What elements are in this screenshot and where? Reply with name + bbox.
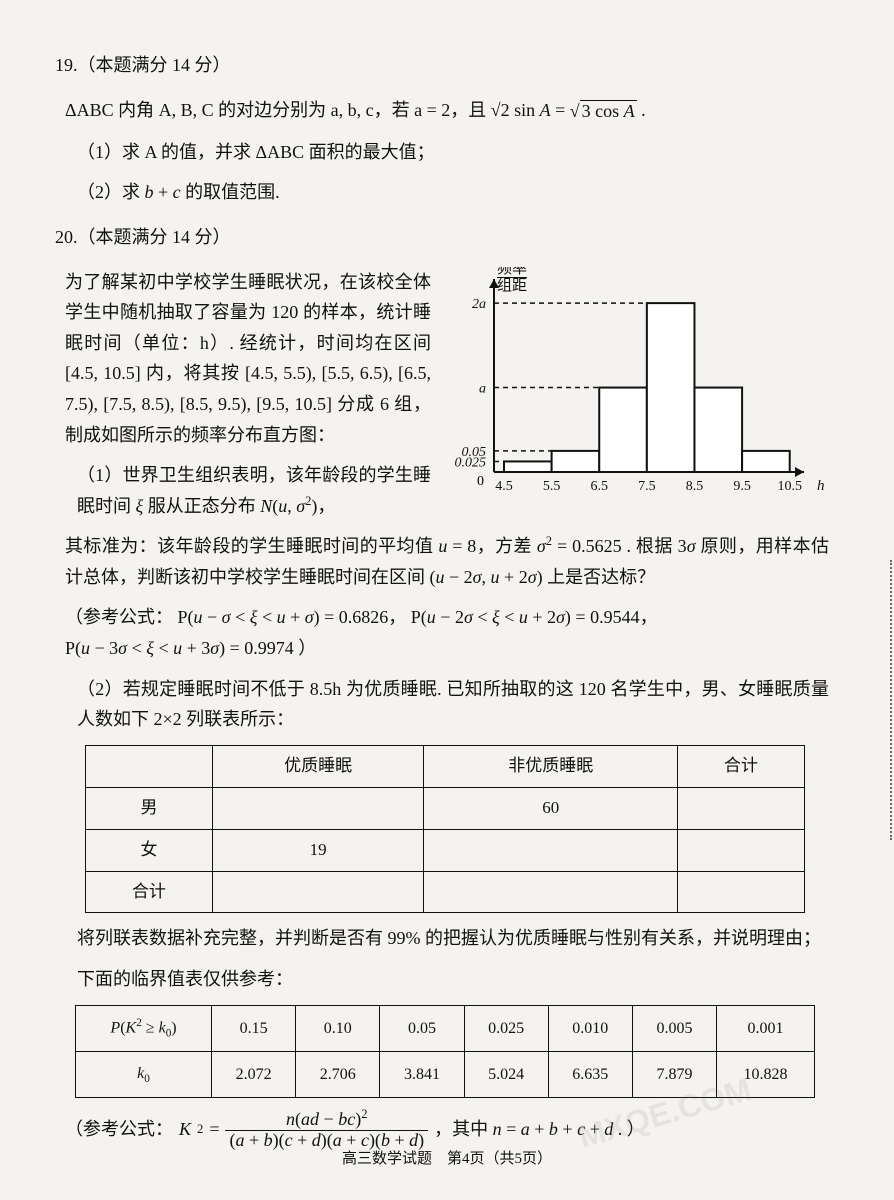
cell: 0.025 <box>464 1005 548 1052</box>
cell: 60 <box>424 787 678 829</box>
cell: 0.15 <box>212 1005 296 1052</box>
cell <box>212 871 423 913</box>
cell: P(K2 ≥ k0) <box>76 1005 212 1052</box>
cell: 合计 <box>678 745 805 787</box>
cell <box>678 787 805 829</box>
cell: 非优质睡眠 <box>424 745 678 787</box>
cell <box>424 871 678 913</box>
cell: 优质睡眠 <box>212 745 423 787</box>
ref-head: （参考公式： <box>65 607 173 627</box>
q19-part1: （1）求 A 的值，并求 ΔABC 面积的最大值； <box>65 137 829 168</box>
cell <box>678 871 805 913</box>
contingency-table: 优质睡眠 非优质睡眠 合计 男 60 女 19 合计 <box>85 745 805 914</box>
table-row: k0 2.072 2.706 3.841 5.024 6.635 7.879 1… <box>76 1052 815 1098</box>
critical-value-table: P(K2 ≥ k0) 0.15 0.10 0.05 0.025 0.010 0.… <box>75 1005 815 1099</box>
cell: 0.10 <box>296 1005 380 1052</box>
cell: 3.841 <box>380 1052 464 1098</box>
table-row: 女 19 <box>86 829 805 871</box>
q19-header: 19.（本题满分 14 分） <box>55 50 829 81</box>
svg-text:6.5: 6.5 <box>590 479 608 494</box>
y-axis-label: 频率 组距 <box>497 267 527 295</box>
y-axis-label-num: 频率 <box>497 267 527 277</box>
svg-text:a: a <box>479 381 486 396</box>
cell: 10.828 <box>717 1052 815 1098</box>
q19-stem-pre: ΔABC 内角 A, B, C 的对边分别为 a, b, c，若 a = 2，且 <box>65 100 491 120</box>
histogram-chart: 频率 组距 0 4.55.56.57.58.59.510.5 h 0.0250.… <box>439 267 829 517</box>
cell: k0 <box>76 1052 212 1098</box>
formula-trail: ，其中 n = a + b + c + d . ） <box>434 1114 645 1145</box>
svg-text:10.5: 10.5 <box>777 479 802 494</box>
page-footer: 高三数学试题 第4页（共5页） <box>0 1147 894 1173</box>
q20-part2a: （2）若规定睡眠时间不低于 8.5h 为优质睡眠. 已知所抽取的这 120 名学… <box>65 674 829 735</box>
cell: 0.001 <box>717 1005 815 1052</box>
q20-top-section: 频率 组距 0 4.55.56.57.58.59.510.5 h 0.0250.… <box>65 267 829 532</box>
q19-stem: ΔABC 内角 A, B, C 的对边分别为 a, b, c，若 a = 2，且… <box>65 95 829 127</box>
side-decoration <box>889 560 892 840</box>
cell: 0.005 <box>632 1005 716 1052</box>
svg-text:h: h <box>817 478 825 494</box>
q20-formula-ref: （参考公式： K2 = n(ad − bc)2 (a + b)(c + d)(a… <box>65 1108 829 1151</box>
cell <box>212 787 423 829</box>
formula-ref-label: （参考公式： <box>65 1114 173 1145</box>
svg-text:9.5: 9.5 <box>733 479 751 494</box>
q19-eq: √2 sin A = √3 cos A <box>491 100 637 120</box>
table-row: P(K2 ≥ k0) 0.15 0.10 0.05 0.025 0.010 0.… <box>76 1005 815 1052</box>
cell: 合计 <box>86 871 213 913</box>
cell: 6.635 <box>548 1052 632 1098</box>
cell: 2.706 <box>296 1052 380 1098</box>
y-axis-label-den: 组距 <box>497 278 527 294</box>
cell: 5.024 <box>464 1052 548 1098</box>
formula-lhs: K <box>179 1114 191 1145</box>
svg-text:0.05: 0.05 <box>462 444 487 459</box>
table-row: 优质睡眠 非优质睡眠 合计 <box>86 745 805 787</box>
cell <box>86 745 213 787</box>
q19-stem-post: . <box>641 100 646 120</box>
cell <box>424 829 678 871</box>
svg-text:0: 0 <box>477 474 484 489</box>
q20-ref-probs: （参考公式： P(u − σ < ξ < u + σ) = 0.6826， P(… <box>65 602 829 663</box>
cell: 7.879 <box>632 1052 716 1098</box>
svg-text:4.5: 4.5 <box>495 479 513 494</box>
svg-text:2a: 2a <box>472 297 486 312</box>
cell: 女 <box>86 829 213 871</box>
svg-text:7.5: 7.5 <box>638 479 656 494</box>
q20-part2c: 下面的临界值表仅供参考： <box>65 964 829 995</box>
q20-part1-cont: 其标准为：该年龄段的学生睡眠时间的平均值 u = 8，方差 σ2 = 0.562… <box>65 531 829 592</box>
cell: 19 <box>212 829 423 871</box>
cell <box>678 829 805 871</box>
table-row: 合计 <box>86 871 805 913</box>
svg-text:8.5: 8.5 <box>686 479 704 494</box>
cell: 男 <box>86 787 213 829</box>
cell: 2.072 <box>212 1052 296 1098</box>
table-row: 男 60 <box>86 787 805 829</box>
q20-header: 20.（本题满分 14 分） <box>55 222 829 253</box>
k2-formula: n(ad − bc)2 (a + b)(c + d)(a + c)(b + d) <box>225 1108 428 1151</box>
svg-text:5.5: 5.5 <box>543 479 561 494</box>
cell: 0.05 <box>380 1005 464 1052</box>
q20-part2b: 将列联表数据补充完整，并判断是否有 99% 的把握认为优质睡眠与性别有关系，并说… <box>65 923 829 954</box>
q19-part2: （2）求 b + c 的取值范围. <box>65 177 829 208</box>
cell: 0.010 <box>548 1005 632 1052</box>
